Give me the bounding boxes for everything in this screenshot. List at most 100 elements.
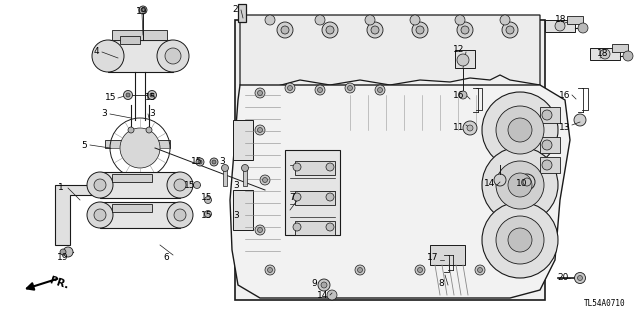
Bar (112, 204, 152, 212)
Circle shape (198, 160, 202, 164)
Circle shape (293, 223, 301, 231)
Polygon shape (240, 15, 540, 90)
Text: 15: 15 (191, 158, 203, 167)
Circle shape (459, 91, 467, 99)
Text: 19: 19 (136, 8, 148, 17)
Circle shape (371, 26, 379, 34)
Text: 3: 3 (101, 109, 107, 118)
Bar (235, 20, 545, 300)
Circle shape (260, 175, 270, 185)
Bar (112, 174, 152, 182)
Text: 15: 15 (105, 93, 116, 101)
Circle shape (358, 268, 362, 272)
Circle shape (577, 276, 582, 280)
Circle shape (268, 268, 273, 272)
Circle shape (167, 172, 193, 198)
Circle shape (502, 22, 518, 38)
Text: 17: 17 (428, 254, 439, 263)
Circle shape (321, 282, 327, 288)
Circle shape (257, 227, 262, 233)
Circle shape (508, 118, 532, 142)
Circle shape (265, 15, 275, 25)
Bar (545, 20, 575, 32)
Circle shape (285, 83, 295, 93)
Bar (233, 190, 253, 230)
Circle shape (496, 216, 544, 264)
Bar (295, 191, 335, 205)
Circle shape (523, 178, 531, 186)
Circle shape (322, 22, 338, 38)
Text: 3: 3 (233, 211, 239, 219)
Bar (238, 4, 246, 22)
Bar (223, 168, 227, 186)
Text: 15: 15 (184, 181, 196, 189)
Circle shape (281, 26, 289, 34)
Circle shape (326, 163, 334, 171)
Circle shape (367, 22, 383, 38)
Bar (243, 168, 247, 186)
Polygon shape (55, 185, 100, 245)
Bar (100, 172, 180, 198)
Text: FR.: FR. (48, 275, 70, 291)
Circle shape (165, 48, 181, 64)
Bar (295, 221, 335, 235)
Text: 20: 20 (557, 273, 569, 283)
Circle shape (255, 225, 265, 235)
Circle shape (345, 83, 355, 93)
Circle shape (120, 128, 160, 168)
Circle shape (205, 197, 211, 204)
Circle shape (496, 106, 544, 154)
Circle shape (467, 125, 473, 131)
Bar (567, 16, 583, 24)
Circle shape (212, 160, 216, 164)
Circle shape (494, 174, 506, 186)
Circle shape (262, 177, 268, 182)
Circle shape (315, 15, 325, 25)
Text: 18: 18 (597, 48, 609, 57)
Circle shape (623, 51, 633, 61)
Bar (540, 107, 560, 123)
Circle shape (542, 160, 552, 170)
Circle shape (326, 26, 334, 34)
Circle shape (500, 15, 510, 25)
Circle shape (508, 228, 532, 252)
Text: 3: 3 (233, 181, 239, 189)
Text: 9: 9 (311, 278, 317, 287)
Circle shape (542, 110, 552, 120)
Text: TL54A0710: TL54A0710 (584, 299, 626, 308)
Bar (285, 150, 340, 235)
Circle shape (417, 268, 422, 272)
Circle shape (482, 202, 558, 278)
Circle shape (94, 179, 106, 191)
Circle shape (457, 54, 469, 66)
Text: 7: 7 (289, 194, 295, 203)
Circle shape (255, 125, 265, 135)
Circle shape (416, 26, 424, 34)
Text: 12: 12 (453, 46, 465, 55)
Circle shape (326, 223, 334, 231)
Circle shape (63, 247, 73, 257)
Text: 18: 18 (556, 16, 567, 25)
Circle shape (87, 202, 113, 228)
Circle shape (315, 85, 325, 95)
Text: 3: 3 (149, 109, 155, 118)
Circle shape (506, 26, 514, 34)
Circle shape (257, 128, 262, 132)
Circle shape (412, 22, 428, 38)
Text: 19: 19 (57, 254, 68, 263)
Circle shape (519, 174, 535, 190)
Circle shape (461, 26, 469, 34)
Bar (295, 161, 335, 175)
Circle shape (126, 93, 130, 97)
Circle shape (574, 114, 586, 126)
Circle shape (124, 91, 132, 100)
Circle shape (241, 165, 248, 172)
Bar (120, 36, 140, 44)
Bar (108, 40, 173, 72)
Bar (100, 202, 180, 228)
Circle shape (60, 249, 66, 255)
Circle shape (555, 21, 565, 31)
Circle shape (157, 40, 189, 72)
Bar (455, 50, 475, 68)
Circle shape (92, 40, 124, 72)
